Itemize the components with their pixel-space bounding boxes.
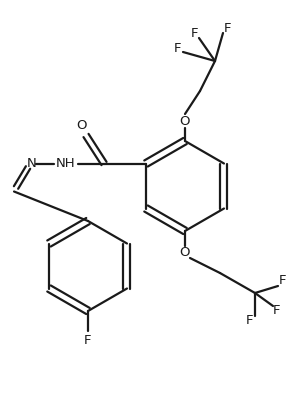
Text: O: O [180,114,190,128]
Text: F: F [224,21,232,34]
Text: F: F [191,27,199,40]
Text: F: F [174,42,182,55]
Text: N: N [27,157,37,170]
Text: F: F [84,335,92,348]
Text: F: F [273,305,281,318]
Text: NH: NH [56,157,76,170]
Text: F: F [246,314,254,327]
Text: F: F [279,274,287,287]
Text: O: O [180,246,190,259]
Text: O: O [76,119,86,132]
